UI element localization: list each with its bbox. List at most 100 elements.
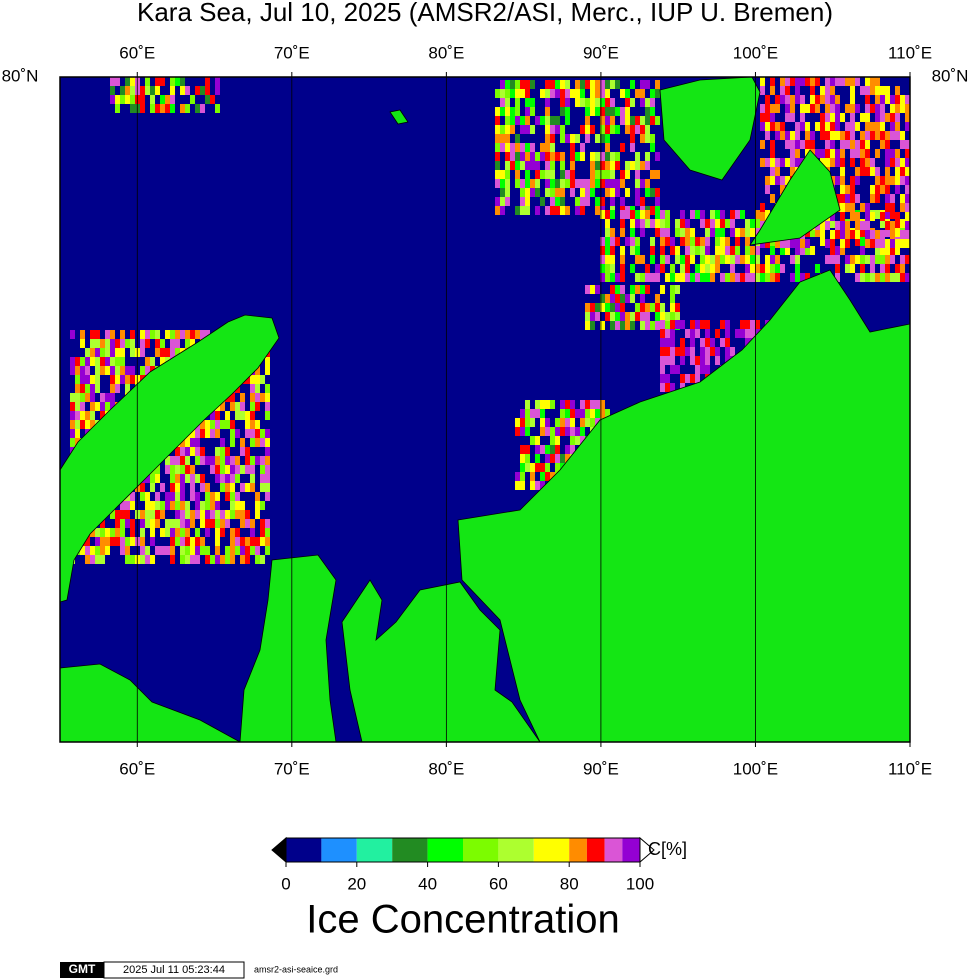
ice-cell <box>790 95 795 104</box>
ice-cell <box>885 131 890 140</box>
ice-cell <box>160 104 165 113</box>
ice-cell <box>830 122 835 131</box>
ice-cell <box>825 255 830 264</box>
ice-cell <box>805 246 810 255</box>
ice-cell <box>525 418 530 427</box>
ice-cell <box>600 170 605 179</box>
ice-cell <box>255 375 260 384</box>
ice-cell <box>115 375 120 384</box>
ice-cell <box>790 273 795 282</box>
ice-cell <box>900 194 905 203</box>
ice-cell <box>665 237 670 246</box>
ice-cell <box>835 255 840 264</box>
ice-cell <box>195 501 200 510</box>
ice-cell <box>525 427 530 436</box>
ice-cell <box>250 483 255 492</box>
ice-cell <box>210 510 215 519</box>
ice-cell <box>875 104 880 113</box>
ice-cell <box>635 210 640 219</box>
ice-cell <box>190 555 195 564</box>
ice-cell <box>775 255 780 264</box>
ice-cell <box>855 212 860 221</box>
ice-cell <box>210 492 215 501</box>
ice-cell <box>610 125 615 134</box>
ice-cell <box>125 95 130 104</box>
ice-cell <box>575 409 580 418</box>
ice-cell <box>575 179 580 188</box>
ice-cell <box>660 329 665 338</box>
ice-cell <box>690 228 695 237</box>
ice-cell <box>860 149 865 158</box>
ice-cell <box>620 285 625 294</box>
ice-cell <box>850 122 855 131</box>
ice-cell <box>845 140 850 149</box>
ice-cell <box>555 436 560 445</box>
ice-cell <box>625 188 630 197</box>
ice-cell <box>885 210 890 219</box>
ice-cell <box>860 86 865 95</box>
ice-cell <box>150 555 155 564</box>
ice-cell <box>580 400 585 409</box>
ice-cell <box>115 339 120 348</box>
ice-cell <box>710 255 715 264</box>
ice-cell <box>775 167 780 176</box>
ice-cell <box>625 210 630 219</box>
ice-cell <box>635 303 640 312</box>
ice-cell <box>545 89 550 98</box>
ice-cell <box>785 104 790 113</box>
ice-cell <box>185 330 190 339</box>
ice-cell <box>505 143 510 152</box>
ice-cell <box>695 264 700 273</box>
ice-cell <box>215 86 220 95</box>
ice-cell <box>790 149 795 158</box>
ice-cell <box>885 203 890 212</box>
ice-cell <box>820 95 825 104</box>
ice-cell <box>145 519 150 528</box>
ice-cell <box>885 185 890 194</box>
ice-cell <box>660 303 665 312</box>
colorbar-title: Ice Concentration <box>306 898 620 942</box>
ice-cell <box>515 98 520 107</box>
ice-cell <box>160 77 165 86</box>
ice-cell <box>755 255 760 264</box>
ice-cell <box>550 206 555 215</box>
ice-cell <box>885 264 890 273</box>
ice-cell <box>710 219 715 228</box>
ice-cell <box>565 427 570 436</box>
ice-cell <box>675 347 680 356</box>
ice-cell <box>680 228 685 237</box>
ice-cell <box>95 339 100 348</box>
ice-cell <box>235 492 240 501</box>
ice-cell <box>110 366 115 375</box>
ice-cell <box>625 321 630 330</box>
ice-cell <box>180 104 185 113</box>
colorbar-bin <box>356 838 393 862</box>
ice-cell <box>130 375 135 384</box>
colorbar-unit: C[%] <box>648 839 687 859</box>
ice-cell <box>125 555 130 564</box>
ice-cell <box>865 239 870 248</box>
ice-cell <box>250 456 255 465</box>
ice-cell <box>795 77 800 86</box>
ice-cell <box>700 219 705 228</box>
ice-cell <box>630 237 635 246</box>
ice-cell <box>220 402 225 411</box>
ice-cell <box>180 456 185 465</box>
ice-cell <box>105 330 110 339</box>
ice-cell <box>530 409 535 418</box>
ice-cell <box>260 537 265 546</box>
ice-cell <box>105 528 110 537</box>
ice-cell <box>225 555 230 564</box>
ice-cell <box>495 152 500 161</box>
ice-cell <box>755 273 760 282</box>
ice-cell <box>245 456 250 465</box>
ice-cell <box>585 312 590 321</box>
ice-cell <box>840 239 845 248</box>
ice-cell <box>620 143 625 152</box>
ice-cell <box>610 152 615 161</box>
ice-cell <box>565 98 570 107</box>
ice-cell <box>245 411 250 420</box>
ice-cell <box>115 528 120 537</box>
ice-cell <box>250 384 255 393</box>
ice-cell <box>225 483 230 492</box>
